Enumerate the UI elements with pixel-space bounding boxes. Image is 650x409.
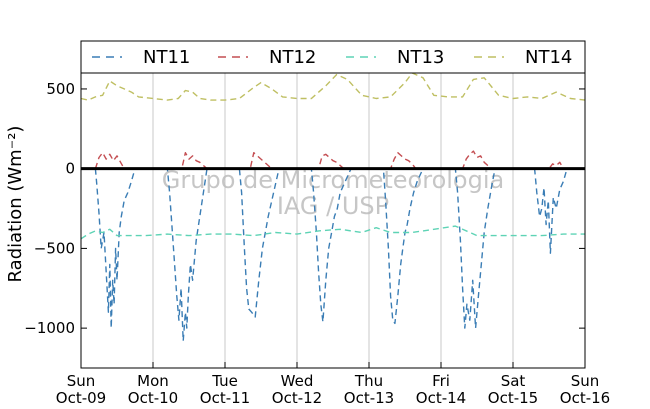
watermark-line-1: Grupo de Micrometeorologia xyxy=(162,166,504,194)
y-tick-label: 0 xyxy=(65,160,75,178)
legend-label-nt14: NT14 xyxy=(525,47,572,68)
x-tick-label-date: Oct-16 xyxy=(560,389,610,407)
y-tick-label: 500 xyxy=(46,80,75,98)
series-line-nt14 xyxy=(80,72,586,101)
legend-box xyxy=(80,40,586,74)
y-axis-label: Radiation (Wm⁻²) xyxy=(5,126,26,283)
x-tick-label-day: Thu xyxy=(354,372,383,390)
x-tick-label-date: Oct-11 xyxy=(200,389,250,407)
x-tick-label-day: Tue xyxy=(211,372,238,390)
legend-label-nt13: NT13 xyxy=(397,47,444,68)
x-tick-label-day: Sun xyxy=(571,372,600,390)
plot-frame xyxy=(80,72,586,369)
x-tick-label-date: Oct-10 xyxy=(128,389,178,407)
watermark: Grupo de Micrometeorologia IAG / USP xyxy=(162,166,504,220)
series-line-nt13 xyxy=(80,225,585,240)
legend: NT11 NT12 NT13 NT14 xyxy=(80,40,586,74)
x-tick-label-day: Fri xyxy=(432,372,450,390)
x-tick-label-date: Oct-14 xyxy=(416,389,466,407)
legend-label-nt12: NT12 xyxy=(269,47,316,68)
vertical-grid-lines xyxy=(152,73,514,368)
x-tick-label-day: Sun xyxy=(67,372,96,390)
series-line-nt12 xyxy=(94,150,565,170)
x-axis-ticks: SunOct-09MonOct-10TueOct-11WedOct-12ThuO… xyxy=(56,362,610,407)
x-tick-label-date: Oct-13 xyxy=(344,389,394,407)
y-tick-label: −500 xyxy=(34,239,75,257)
y-axis-ticks: 500 0 −500 −1000 xyxy=(24,80,585,337)
x-tick-label-day: Sat xyxy=(501,372,526,390)
x-tick-label-date: Oct-15 xyxy=(488,389,538,407)
y-tick-label: −1000 xyxy=(24,319,75,337)
x-tick-label-date: Oct-12 xyxy=(272,389,322,407)
x-tick-label-day: Wed xyxy=(281,372,314,390)
x-tick-label-date: Oct-09 xyxy=(56,389,106,407)
watermark-line-2: IAG / USP xyxy=(277,192,389,220)
legend-label-nt11: NT11 xyxy=(143,47,190,68)
x-tick-label-day: Mon xyxy=(137,372,169,390)
